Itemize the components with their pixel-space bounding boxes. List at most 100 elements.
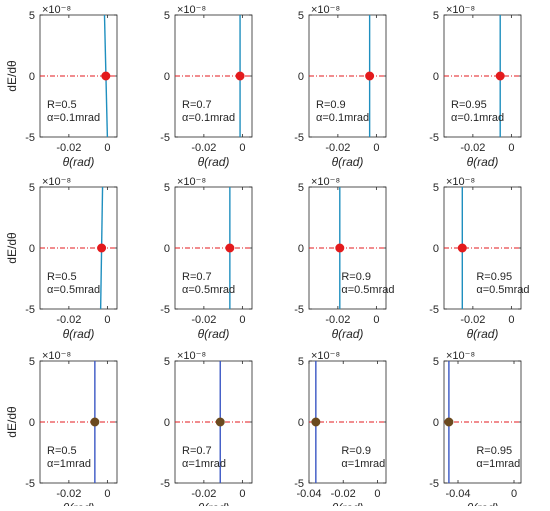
x-tick-label: -0.02	[460, 142, 485, 154]
y-tick-label: 0	[29, 71, 35, 83]
annotation-alpha: α=1mrad	[476, 458, 520, 470]
y-tick-label: 5	[164, 356, 170, 368]
x-tick-label: -0.02	[325, 314, 350, 326]
exponent-label: ×10⁻⁸	[446, 4, 475, 16]
exponent-label: ×10⁻⁸	[446, 350, 475, 362]
zero-crossing-marker	[97, 243, 107, 253]
annotation-r: R=0.5	[47, 99, 77, 111]
x-axis-label: θ(rad)	[63, 327, 95, 341]
y-tick-label: 5	[433, 182, 439, 194]
x-tick-label: -0.02	[191, 142, 216, 154]
annotation-r: R=0.5	[47, 271, 77, 283]
y-tick-label: -5	[429, 132, 439, 144]
x-tick-label: 0	[239, 488, 245, 500]
y-tick-label: 0	[298, 417, 304, 429]
y-tick-label: 0	[298, 71, 304, 83]
annotation-r: R=0.5	[47, 445, 77, 457]
subplot-11: -5 0 5 -0.04 -0.02 0 ×10⁻⁸ θ(rad) R=0.9α=1mrad	[294, 350, 387, 511]
x-tick-label: -0.02	[56, 142, 81, 154]
annotation-alpha: α=1mrad	[47, 458, 91, 470]
y-tick-label: 5	[29, 356, 35, 368]
y-tick-label: -5	[294, 132, 304, 144]
subplot-4: -5 0 5 -0.02 0 ×10⁻⁸ θ(rad) R=0.95α=0.1mrad	[429, 4, 522, 169]
exponent-label: ×10⁻⁸	[311, 4, 340, 16]
y-tick-label: -5	[25, 132, 35, 144]
y-tick-label: 5	[29, 182, 35, 194]
subplot-9: -5 0 5 -0.02 0 ×10⁻⁸ θ(rad) dE/dθ R=0.5α=1mrad	[5, 350, 118, 511]
y-tick-label: 0	[433, 243, 439, 255]
annotation-r: R=0.95	[451, 99, 487, 111]
y-tick-label: -5	[25, 478, 35, 490]
annotation-alpha: α=0.1mrad	[451, 112, 504, 124]
exponent-label: ×10⁻⁸	[177, 176, 206, 188]
zero-crossing-marker	[457, 243, 467, 253]
y-axis-label: dE/dθ	[5, 232, 19, 264]
annotation-alpha: α=1mrad	[182, 458, 226, 470]
y-tick-label: 5	[164, 182, 170, 194]
y-tick-label: -5	[429, 304, 439, 316]
y-tick-label: -5	[160, 478, 170, 490]
y-tick-label: -5	[429, 478, 439, 490]
y-axis-label: dE/dθ	[5, 406, 19, 438]
exponent-label: ×10⁻⁸	[42, 176, 71, 188]
exponent-label: ×10⁻⁸	[42, 350, 71, 362]
x-tick-label: 0	[239, 142, 245, 154]
zero-crossing-marker	[101, 71, 111, 81]
zero-crossing-marker	[215, 417, 225, 427]
x-tick-label: 0	[508, 142, 514, 154]
annotation-alpha: α=0.1mrad	[316, 112, 369, 124]
annotation-alpha: α=0.5mrad	[47, 284, 100, 296]
annotation-r: R=0.95	[476, 445, 512, 457]
y-tick-label: 0	[433, 417, 439, 429]
x-tick-label: -0.02	[191, 314, 216, 326]
y-tick-label: 5	[433, 356, 439, 368]
y-tick-label: 0	[29, 417, 35, 429]
zero-crossing-marker	[495, 71, 505, 81]
zero-crossing-marker	[311, 417, 321, 427]
subplot-3: -5 0 5 -0.02 0 ×10⁻⁸ θ(rad) R=0.9α=0.1mrad	[294, 4, 387, 169]
annotation-r: R=0.7	[182, 445, 212, 457]
x-tick-label: 0	[104, 488, 110, 500]
x-tick-label: 0	[508, 314, 514, 326]
y-tick-label: -5	[294, 478, 304, 490]
annotation-alpha: α=0.5mrad	[476, 284, 529, 296]
subplot-1: -5 0 5 -0.02 0 ×10⁻⁸ θ(rad) dE/dθ R=0.5α=0.1mrad	[5, 4, 118, 169]
y-tick-label: 5	[298, 182, 304, 194]
y-tick-label: 0	[164, 243, 170, 255]
y-tick-label: -5	[160, 304, 170, 316]
y-tick-label: -5	[25, 304, 35, 316]
y-tick-label: -5	[294, 304, 304, 316]
x-axis-label: θ(rad)	[332, 327, 364, 341]
exponent-label: ×10⁻⁸	[42, 4, 71, 16]
subplot-10: -5 0 5 -0.02 0 ×10⁻⁸ θ(rad) R=0.7α=1mrad	[160, 350, 253, 511]
x-tick-label: -0.02	[56, 488, 81, 500]
x-axis-label: θ(rad)	[467, 155, 499, 169]
exponent-label: ×10⁻⁸	[311, 350, 340, 362]
x-tick-label: 0	[374, 488, 380, 500]
y-tick-label: 0	[164, 417, 170, 429]
x-axis-label: θ(rad)	[63, 501, 95, 506]
y-tick-label: 5	[298, 356, 304, 368]
x-tick-label: -0.04	[296, 488, 321, 500]
x-tick-label: -0.04	[445, 488, 470, 500]
annotation-alpha: α=0.1mrad	[182, 112, 235, 124]
x-tick-label: 0	[373, 142, 379, 154]
annotation-alpha: α=1mrad	[341, 458, 385, 470]
x-axis-label: θ(rad)	[332, 501, 364, 506]
y-tick-label: 5	[298, 10, 304, 22]
y-tick-label: -5	[160, 132, 170, 144]
annotation-r: R=0.9	[341, 271, 371, 283]
exponent-label: ×10⁻⁸	[177, 350, 206, 362]
x-tick-label: 0	[511, 488, 517, 500]
y-tick-label: 5	[433, 10, 439, 22]
x-axis-label: θ(rad)	[63, 155, 95, 169]
x-axis-label: θ(rad)	[198, 501, 230, 506]
annotation-r: R=0.7	[182, 99, 212, 111]
zero-crossing-marker	[225, 243, 235, 253]
x-axis-label: θ(rad)	[467, 327, 499, 341]
zero-crossing-marker	[444, 417, 454, 427]
y-tick-label: 0	[164, 71, 170, 83]
zero-crossing-marker	[365, 71, 375, 81]
zero-crossing-marker	[90, 417, 100, 427]
